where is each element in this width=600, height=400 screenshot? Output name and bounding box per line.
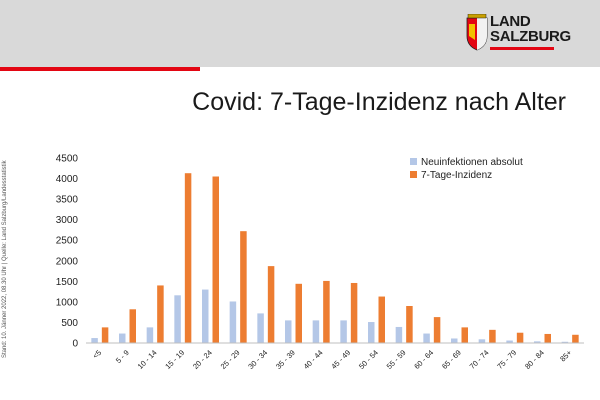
bar-neuinfektionen: [451, 338, 458, 343]
legend-label: Neuinfektionen absolut: [421, 157, 523, 168]
legend-swatch: [410, 171, 417, 178]
header-accent-line: [0, 67, 200, 71]
y-tick-label: 0: [72, 339, 78, 350]
bar-inzidenz: [323, 280, 330, 343]
bar-neuinfektionen: [478, 339, 486, 343]
y-tick-label: 1500: [56, 277, 79, 288]
bar-inzidenz: [461, 327, 468, 343]
bar-neuinfektionen: [174, 295, 181, 343]
chart-title: Covid: 7-Tage-Inzidenz nach Alter: [192, 88, 566, 116]
y-tick-label: 4000: [56, 174, 79, 185]
bar-neuinfektionen: [91, 338, 98, 343]
x-tick-label: 80 - 84: [523, 348, 546, 371]
x-tick-label: 75 - 79: [495, 348, 518, 371]
x-tick-label: 15 - 19: [163, 348, 186, 371]
legend-swatch: [410, 158, 417, 165]
bar-neuinfektionen: [285, 320, 292, 343]
x-tick-label: 60 - 64: [412, 348, 435, 371]
salzburg-coat-of-arms-icon: [466, 14, 488, 51]
logo-underline: [490, 47, 554, 50]
x-tick-label: 40 - 44: [302, 348, 325, 371]
y-tick-label: 2000: [56, 256, 79, 267]
x-axis: <5 5 - 9 10 - 14 15 - 19 20 - 24 25 - 29 30 - …: [86, 342, 584, 371]
y-axis: 0 500 1000 1500 2000 2500 3000 3500 4000 4500: [56, 154, 79, 350]
y-tick-label: 1000: [56, 297, 79, 308]
bars: [91, 173, 579, 343]
bar-inzidenz: [433, 317, 441, 343]
x-tick-label: <5: [91, 348, 103, 360]
bar-inzidenz: [240, 231, 247, 343]
x-tick-label: 65 - 69: [440, 348, 463, 371]
legend-label: 7-Tage-Inzidenz: [421, 170, 492, 181]
bar-inzidenz: [157, 285, 164, 343]
bar-inzidenz: [516, 332, 524, 343]
y-tick-label: 500: [61, 318, 78, 329]
bar-inzidenz: [129, 309, 136, 343]
bar-neuinfektionen: [229, 301, 237, 343]
bar-inzidenz: [489, 329, 496, 343]
bar-inzidenz: [101, 327, 109, 343]
x-tick-label: 50 - 54: [357, 348, 380, 371]
x-tick-label: 20 - 24: [191, 348, 214, 371]
x-tick-label: 10 - 14: [136, 348, 159, 371]
bar-neuinfektionen: [395, 326, 403, 343]
bar-neuinfektionen: [368, 322, 375, 343]
bar-inzidenz: [350, 282, 358, 343]
x-tick-label: 5 - 9: [114, 348, 131, 365]
bar-inzidenz: [572, 334, 579, 343]
x-tick-label: 45 - 49: [329, 348, 352, 371]
logo-line1: LAND: [490, 13, 531, 30]
bar-neuinfektionen: [534, 341, 541, 343]
x-tick-label: 55 - 59: [385, 348, 408, 371]
bar-inzidenz: [406, 306, 413, 343]
x-tick-label: 30 - 34: [246, 348, 269, 371]
header-band: [0, 0, 600, 67]
bar-neuinfektionen: [119, 333, 126, 343]
bar-inzidenz: [267, 266, 275, 343]
bar-inzidenz: [378, 296, 385, 343]
y-tick-label: 4500: [56, 154, 79, 165]
bar-neuinfektionen: [202, 289, 209, 343]
legend: Neuinfektionen absolut 7-Tage-Inzidenz: [410, 157, 523, 181]
bar-inzidenz: [184, 173, 192, 343]
y-tick-label: 2500: [56, 236, 79, 247]
logo-line2: SALZBURG: [490, 28, 571, 45]
bar-neuinfektionen: [257, 313, 264, 343]
bar-inzidenz: [544, 333, 551, 343]
bar-neuinfektionen: [423, 333, 430, 343]
x-tick-label: 85+: [558, 348, 574, 364]
bar-neuinfektionen: [561, 341, 569, 343]
bar-neuinfektionen: [146, 327, 154, 343]
bar-neuinfektionen: [340, 320, 347, 343]
bar-inzidenz: [212, 176, 219, 343]
logo-wordmark: LAND SALZBURG: [490, 14, 571, 44]
x-tick-label: 25 - 29: [219, 348, 242, 371]
bar-neuinfektionen: [312, 320, 320, 343]
y-tick-label: 3500: [56, 195, 79, 206]
x-tick-label: 70 - 74: [468, 348, 491, 371]
y-tick-label: 3000: [56, 215, 79, 226]
x-tick-label: 35 - 39: [274, 348, 297, 371]
bar-inzidenz: [295, 283, 302, 343]
bar-neuinfektionen: [506, 340, 513, 343]
